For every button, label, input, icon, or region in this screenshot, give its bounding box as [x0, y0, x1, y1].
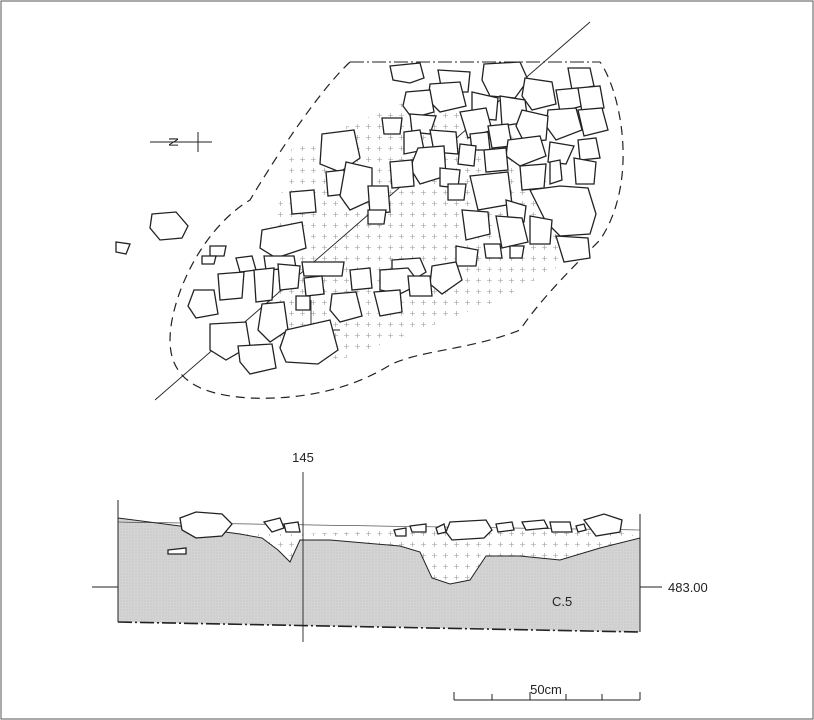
north-arrow-icon: N — [150, 132, 212, 152]
stone — [339, 161, 373, 211]
scale-label: 50cm — [530, 682, 562, 697]
stone — [289, 189, 317, 215]
stone — [483, 147, 509, 173]
stone — [303, 275, 325, 297]
stone — [575, 523, 587, 533]
plan-view: N — [115, 21, 624, 401]
stone — [520, 519, 550, 531]
stone — [259, 221, 307, 259]
layer-label: C.5 — [552, 594, 572, 609]
stone — [469, 171, 513, 211]
stone — [519, 163, 547, 191]
stone — [257, 301, 289, 343]
stone — [301, 261, 345, 277]
stone — [483, 243, 503, 259]
layer-c5-fill — [118, 518, 640, 632]
stone — [481, 61, 529, 99]
stone — [435, 523, 447, 535]
stone — [549, 521, 573, 533]
stone — [455, 245, 479, 267]
stone — [577, 137, 601, 161]
profile-label: 145 — [292, 450, 314, 465]
section-view: 145 483.00 C.5 — [92, 450, 708, 642]
stone — [149, 211, 189, 241]
stone — [373, 289, 403, 317]
stone — [179, 511, 233, 539]
stone — [447, 183, 467, 201]
stone — [237, 343, 277, 375]
stone — [329, 291, 363, 323]
stones-cluster — [115, 61, 609, 375]
stone — [529, 215, 553, 245]
stone — [349, 267, 373, 291]
stone — [295, 295, 311, 311]
stone — [367, 185, 391, 215]
stone — [521, 77, 557, 111]
stone — [167, 547, 187, 555]
stone — [577, 85, 605, 113]
stone — [495, 521, 515, 533]
excavation-boundary — [169, 61, 624, 399]
stone — [115, 241, 131, 255]
layer-boundary — [117, 517, 641, 585]
stone — [187, 289, 219, 319]
stone — [409, 523, 427, 533]
stone — [389, 159, 415, 189]
stone — [545, 107, 583, 141]
stone — [217, 271, 245, 301]
elevation-label: 483.00 — [668, 580, 708, 595]
stone — [573, 157, 597, 185]
stone — [367, 209, 387, 225]
stone — [495, 215, 529, 249]
stone — [577, 107, 609, 137]
stone — [279, 319, 339, 365]
stone — [509, 245, 525, 259]
section-bottom-line — [117, 621, 641, 633]
stone — [393, 527, 407, 537]
stone — [381, 117, 403, 135]
stone — [555, 235, 591, 263]
hatched-fill-section — [240, 530, 640, 584]
stone — [235, 255, 257, 273]
stone — [461, 209, 491, 241]
stone — [283, 521, 301, 533]
stone — [253, 267, 275, 303]
stone — [407, 275, 433, 297]
stone — [547, 141, 575, 165]
stone — [457, 143, 477, 167]
stone — [262, 517, 285, 533]
stone — [389, 62, 425, 84]
stone — [209, 245, 227, 257]
stone — [201, 255, 217, 265]
scale-bar: 50cm — [453, 682, 641, 701]
stone — [409, 113, 437, 135]
stone — [505, 199, 527, 223]
north-label: N — [166, 137, 181, 146]
stone — [445, 519, 493, 541]
stone — [549, 159, 563, 185]
stone — [582, 513, 623, 537]
stone — [277, 263, 301, 291]
